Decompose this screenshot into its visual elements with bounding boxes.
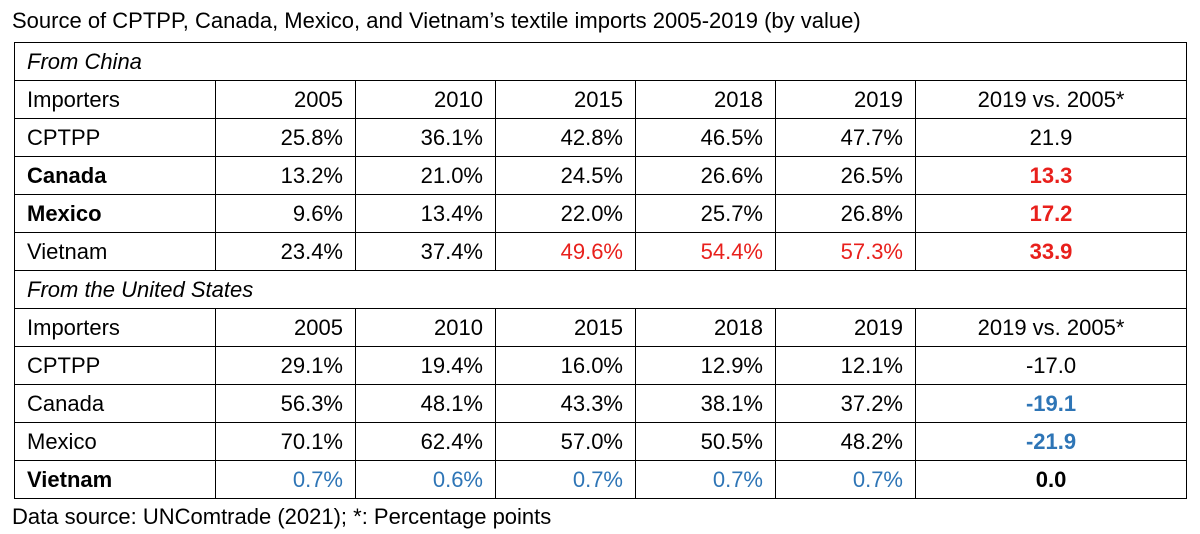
data-row: CPTPP 29.1% 19.4% 16.0% 12.9% 12.1% -17.0: [14, 346, 1188, 385]
row-label: Vietnam: [14, 232, 216, 271]
data-cell: 0.7%: [775, 460, 916, 499]
data-cell: 22.0%: [495, 194, 636, 233]
data-cell: 36.1%: [355, 118, 496, 157]
data-cell: 12.9%: [635, 346, 776, 385]
data-cell: 21.0%: [355, 156, 496, 195]
header-cell: 2005: [215, 308, 356, 347]
data-cell: 26.5%: [775, 156, 916, 195]
data-cell: 16.0%: [495, 346, 636, 385]
section-heading-row: From the United States: [13, 270, 1188, 309]
section-heading: From China: [13, 42, 1188, 81]
data-cell: 50.5%: [635, 422, 776, 461]
data-cell: 47.7%: [775, 118, 916, 157]
header-cell: 2010: [355, 80, 496, 119]
data-cell: 21.9: [914, 118, 1188, 157]
data-cell: 26.6%: [635, 156, 776, 195]
data-row: Vietnam 0.7% 0.6% 0.7% 0.7% 0.7% 0.0: [14, 460, 1188, 499]
data-row: CPTPP 25.8% 36.1% 42.8% 46.5% 47.7% 21.9: [14, 118, 1188, 157]
data-cell: 0.6%: [355, 460, 496, 499]
data-cell: 46.5%: [635, 118, 776, 157]
header-cell: 2019 vs. 2005*: [914, 80, 1188, 119]
data-cell: 54.4%: [635, 232, 776, 271]
data-cell: 48.2%: [775, 422, 916, 461]
row-label: Vietnam: [14, 460, 216, 499]
header-row: Importers 2005 2010 2015 2018 2019 2019 vs. 20…: [14, 308, 1188, 347]
data-cell: 57.3%: [775, 232, 916, 271]
data-cell: 42.8%: [495, 118, 636, 157]
data-cell: 29.1%: [215, 346, 356, 385]
data-cell: 48.1%: [355, 384, 496, 423]
data-cell: 23.4%: [215, 232, 356, 271]
row-label: Mexico: [14, 194, 216, 233]
data-table: From China Importers 2005 2010 2015 2018 2019 2…: [13, 42, 1188, 499]
data-cell: 0.7%: [495, 460, 636, 499]
header-cell: 2005: [215, 80, 356, 119]
data-cell: 13.2%: [215, 156, 356, 195]
data-cell: 19.4%: [355, 346, 496, 385]
data-cell: -17.0: [914, 346, 1188, 385]
row-label: CPTPP: [14, 346, 216, 385]
data-cell: 33.9: [914, 232, 1188, 271]
data-cell: -19.1: [914, 384, 1188, 423]
section-heading-row: From China: [13, 42, 1188, 81]
header-cell: 2010: [355, 308, 496, 347]
footnote: Data source: UNComtrade (2021); *: Perce…: [12, 504, 552, 529]
data-cell: 24.5%: [495, 156, 636, 195]
header-row: Importers 2005 2010 2015 2018 2019 2019 vs. 20…: [14, 80, 1188, 119]
row-label: CPTPP: [14, 118, 216, 157]
title: Source of CPTPP, Canada, Mexico, and Vie…: [12, 8, 861, 33]
data-row: Canada 13.2% 21.0% 24.5% 26.6% 26.5% 13.3: [14, 156, 1188, 195]
header-cell: Importers: [14, 308, 216, 347]
data-cell: -21.9: [914, 422, 1188, 461]
data-row: Mexico 9.6% 13.4% 22.0% 25.7% 26.8% 17.2: [14, 194, 1188, 233]
data-cell: 56.3%: [215, 384, 356, 423]
header-cell: 2018: [635, 80, 776, 119]
data-cell: 0.7%: [215, 460, 356, 499]
data-cell: 37.4%: [355, 232, 496, 271]
data-cell: 9.6%: [215, 194, 356, 233]
header-cell: 2019 vs. 2005*: [914, 308, 1188, 347]
data-cell: 13.3: [914, 156, 1188, 195]
data-cell: 26.8%: [775, 194, 916, 233]
data-cell: 57.0%: [495, 422, 636, 461]
header-cell: 2019: [775, 80, 916, 119]
data-cell: 0.0: [914, 460, 1188, 499]
data-cell: 62.4%: [355, 422, 496, 461]
data-row: Mexico 70.1% 62.4% 57.0% 50.5% 48.2% -21.9: [14, 422, 1188, 461]
header-cell: 2019: [775, 308, 916, 347]
data-cell: 37.2%: [775, 384, 916, 423]
data-cell: 38.1%: [635, 384, 776, 423]
row-label: Canada: [14, 156, 216, 195]
row-label: Canada: [14, 384, 216, 423]
header-cell: 2018: [635, 308, 776, 347]
header-cell: Importers: [14, 80, 216, 119]
data-cell: 13.4%: [355, 194, 496, 233]
data-cell: 0.7%: [635, 460, 776, 499]
data-row: Vietnam 23.4% 37.4% 49.6% 54.4% 57.3% 33.9: [14, 232, 1188, 271]
data-cell: 12.1%: [775, 346, 916, 385]
section-heading: From the United States: [13, 270, 1188, 309]
header-cell: 2015: [495, 80, 636, 119]
header-cell: 2015: [495, 308, 636, 347]
data-cell: 25.8%: [215, 118, 356, 157]
row-label: Mexico: [14, 422, 216, 461]
data-cell: 43.3%: [495, 384, 636, 423]
data-cell: 49.6%: [495, 232, 636, 271]
data-cell: 17.2: [914, 194, 1188, 233]
data-cell: 70.1%: [215, 422, 356, 461]
data-row: Canada 56.3% 48.1% 43.3% 38.1% 37.2% -19.1: [14, 384, 1188, 423]
data-cell: 25.7%: [635, 194, 776, 233]
